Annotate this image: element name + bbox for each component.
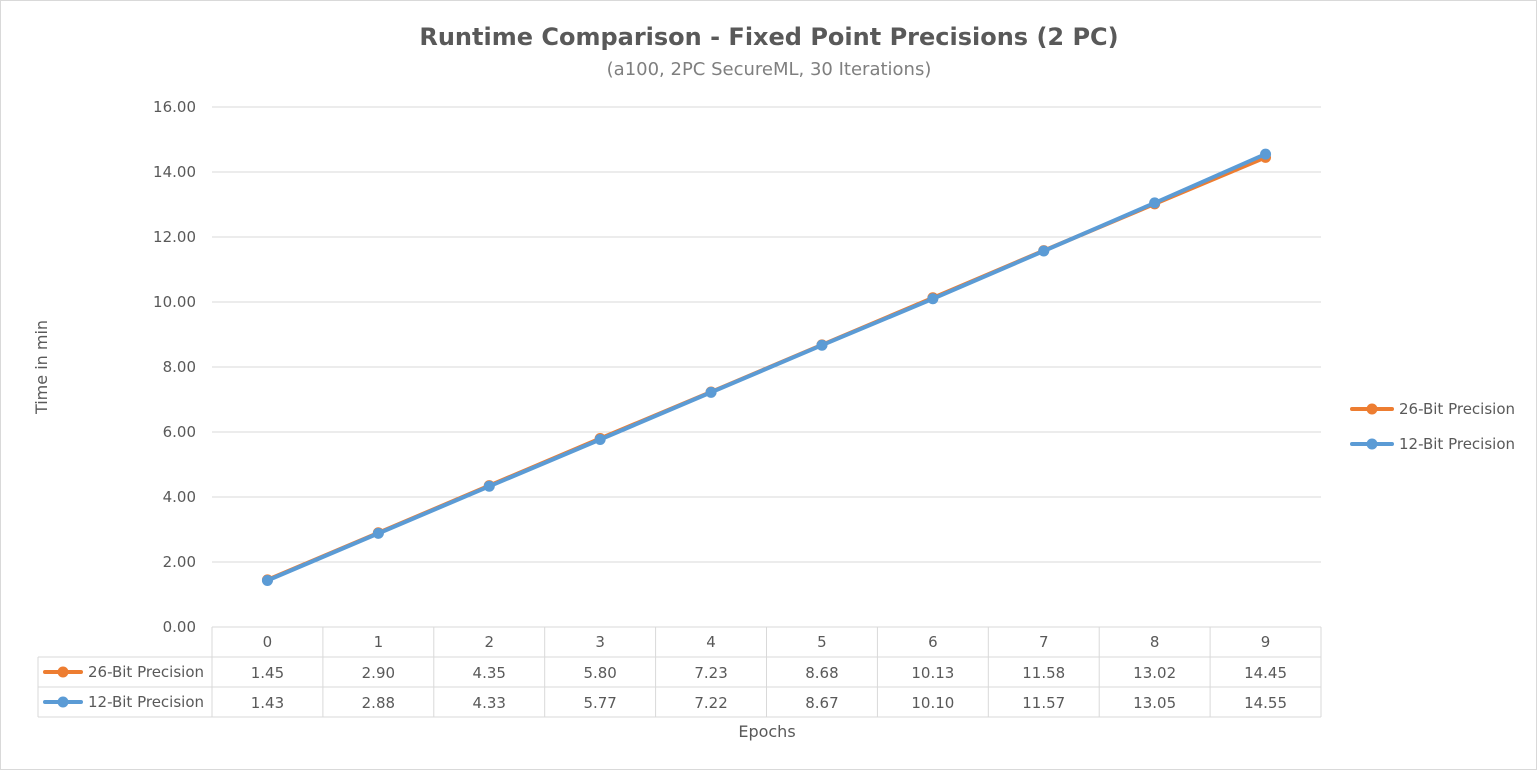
y-tick-label: 8.00: [163, 358, 196, 376]
legend: 26-Bit Precision 12-Bit Precision: [1350, 400, 1515, 453]
table-cell-value: 4.35: [473, 664, 506, 682]
legend-key-marker: [1366, 403, 1378, 415]
data-point: [1038, 245, 1050, 257]
table-cell-value: 10.13: [911, 664, 954, 682]
table-series-label: 12-Bit Precision: [88, 693, 204, 711]
x-tick-label: 0: [263, 633, 273, 651]
data-point: [816, 339, 828, 351]
x-tick-label: 2: [484, 633, 494, 651]
data-point: [1149, 197, 1161, 209]
y-tick-label: 12.00: [153, 228, 196, 246]
table-cell-value: 4.33: [473, 694, 506, 712]
y-tick-label: 0.00: [163, 618, 196, 636]
data-point: [261, 575, 273, 587]
table-series-label: 26-Bit Precision: [88, 663, 204, 681]
y-tick-label: 4.00: [163, 488, 196, 506]
series-line-1: [265, 152, 1268, 583]
table-legend-key-marker: [57, 696, 69, 708]
data-table: 0 1 2 3 4 5 6 7 8 9 26-Bit Precision 1.45 2.90 4.35 5.…: [37, 626, 1322, 718]
data-point: [927, 293, 939, 305]
data-point: [705, 386, 717, 398]
table-cell-value: 2.90: [362, 664, 395, 682]
table-cell-value: 5.80: [583, 664, 616, 682]
series-lines: [261, 148, 1272, 587]
data-point: [372, 527, 384, 539]
x-tick-label: 6: [928, 633, 938, 651]
x-tick-label: 7: [1039, 633, 1049, 651]
chart-title: Runtime Comparison - Fixed Point Precisi…: [419, 23, 1118, 51]
table-cell-value: 2.88: [362, 694, 395, 712]
y-tick-label: 6.00: [163, 423, 196, 441]
table-cell-value: 7.23: [694, 664, 727, 682]
data-point: [594, 433, 606, 445]
y-tick-label: 14.00: [153, 163, 196, 181]
x-tick-label: 3: [595, 633, 605, 651]
table-cell-value: 14.55: [1244, 694, 1287, 712]
table-cell-value: 5.77: [583, 694, 616, 712]
table-cell-value: 8.68: [805, 664, 838, 682]
table-cell-value: 10.10: [911, 694, 954, 712]
data-point: [483, 480, 495, 492]
x-axis-title: Epochs: [738, 722, 795, 741]
y-axis-tick-labels: 0.00 2.00 4.00 6.00 8.00 10.00 12.00 14.00 16.00: [153, 98, 196, 636]
table-cell-value: 14.45: [1244, 664, 1287, 682]
table-cell-value: 8.67: [805, 694, 838, 712]
table-cell-value: 13.05: [1133, 694, 1176, 712]
legend-label: 26-Bit Precision: [1399, 400, 1515, 418]
y-tick-label: 10.00: [153, 293, 196, 311]
x-tick-label: 4: [706, 633, 716, 651]
x-tick-label: 5: [817, 633, 827, 651]
x-tick-label: 9: [1261, 633, 1271, 651]
data-point: [1260, 148, 1272, 160]
x-tick-label: 1: [374, 633, 384, 651]
chart-subtitle: (a100, 2PC SecureML, 30 Iterations): [607, 59, 932, 80]
legend-label: 12-Bit Precision: [1399, 435, 1515, 453]
y-tick-label: 2.00: [163, 553, 196, 571]
table-cell-value: 13.02: [1133, 664, 1176, 682]
table-cell-value: 1.45: [251, 664, 284, 682]
x-tick-label: 8: [1150, 633, 1160, 651]
table-cell-value: 7.22: [694, 694, 727, 712]
legend-key-marker: [1366, 438, 1378, 450]
table-cell-value: 1.43: [251, 694, 284, 712]
table-legend-key-marker: [57, 666, 69, 678]
table-cell-value: 11.58: [1022, 664, 1065, 682]
table-cell-value: 11.57: [1022, 694, 1065, 712]
y-axis-title: Time in min: [32, 320, 51, 415]
y-tick-label: 16.00: [153, 98, 196, 116]
